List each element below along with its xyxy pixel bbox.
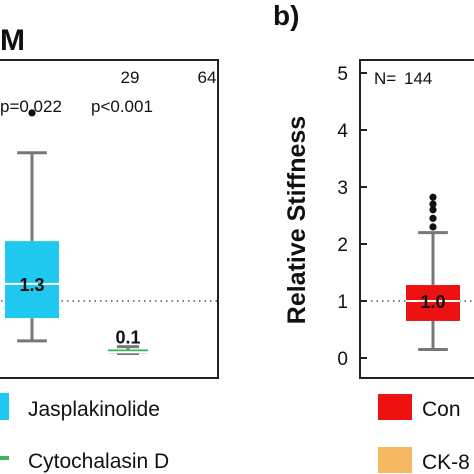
outlier-con-4 <box>429 193 437 201</box>
panel-a-label-fragment: M <box>0 24 25 57</box>
outlier-con-2 <box>429 206 437 214</box>
pvalue-label-cytochalasin: p<0.001 <box>91 97 153 116</box>
legend-swatch-jasplakinolide <box>0 393 9 420</box>
y-tick-label-0: 0 <box>337 349 348 370</box>
y-tick-label-3: 3 <box>337 178 348 199</box>
legend-swatch-ck8 <box>378 447 412 473</box>
legend-swatch-cytochalasin <box>0 456 9 460</box>
y-tick-label-5: 5 <box>337 64 348 85</box>
legend-label-cytochalasin: Cytochalasin D <box>28 450 169 473</box>
box-jasplakinolide <box>5 241 59 319</box>
y-tick-label-1: 1 <box>337 292 348 313</box>
median-label-cytochalasin-d: 0.1 <box>115 327 140 347</box>
y-axis-label: Relative Stiffness <box>283 116 311 324</box>
panel-a-plot-frame <box>0 59 219 379</box>
box-con <box>406 285 460 321</box>
n-value: 144 <box>404 69 432 88</box>
count-label-cytochalasin: 29 <box>121 68 140 87</box>
n-label: N= <box>374 69 396 88</box>
y-tick-label-2: 2 <box>337 235 348 256</box>
legend-label-con: Con <box>422 398 461 421</box>
median-label-con: 1.0 <box>420 292 445 312</box>
outlier-con-3 <box>429 200 437 208</box>
panel-b-plot-frame <box>359 59 474 379</box>
pvalue-label-jasplakinolide: p=0.022 <box>0 97 62 116</box>
count-label-jasplakinolide: 64 <box>198 68 217 87</box>
legend-label-jasplakinolide: Jasplakinolide <box>28 398 160 421</box>
median-label-jasplakinolide: 1.3 <box>19 275 44 295</box>
legend-label-ck8: CK-8 <box>422 451 470 474</box>
legend-swatch-con <box>378 394 412 420</box>
outlier-con-0 <box>429 223 437 231</box>
y-tick-label-4: 4 <box>337 121 348 142</box>
outlier-con-1 <box>429 214 437 222</box>
outlier-jasplakinolide-0 <box>28 109 36 117</box>
panel-b-label: b) <box>273 0 299 31</box>
panel-a: M 64 29 p=0.022 p<0.001 1.3 0.1 Jasplakin… <box>0 24 219 473</box>
